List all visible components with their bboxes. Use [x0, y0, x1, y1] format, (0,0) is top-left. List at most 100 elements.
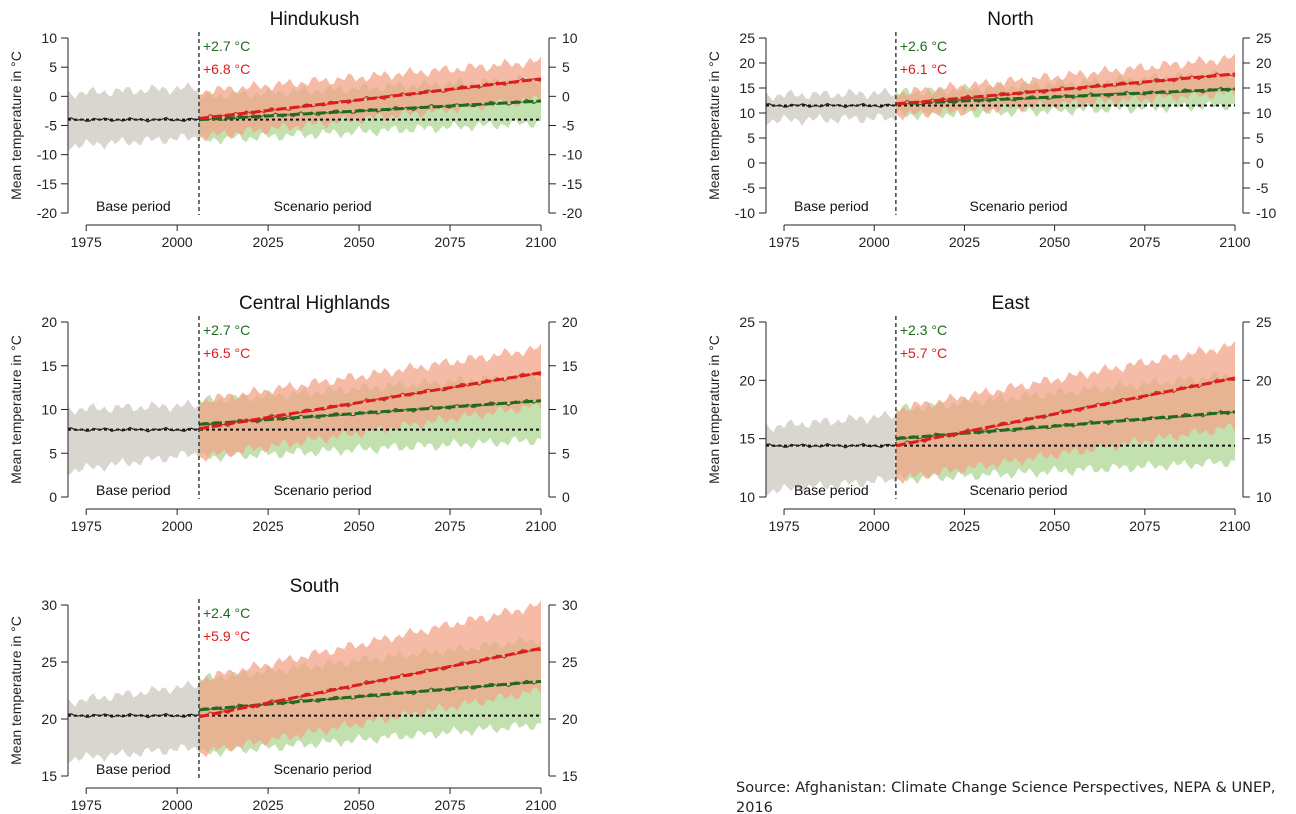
rcp85-warming-label: +6.8 °C [203, 61, 250, 77]
y-tick-label-left: 10 [41, 30, 57, 46]
y-tick-label-right: 20 [1256, 55, 1272, 71]
y-tick-label-right: 20 [562, 711, 578, 727]
base-period-series [765, 102, 897, 109]
y-tick-label-left: 10 [739, 105, 755, 121]
y-tick-label-right: 15 [1256, 431, 1272, 447]
rcp85-warming-label: +5.9 °C [203, 628, 250, 644]
y-tick-label-left: 15 [739, 431, 755, 447]
x-tick-label: 2025 [949, 518, 980, 534]
x-tick-label: 2100 [1219, 234, 1250, 250]
y-tick-label-left: 20 [41, 314, 57, 330]
x-tick-label: 1975 [71, 797, 102, 813]
x-tick-label: 2050 [1039, 518, 1070, 534]
y-tick-label-right: -15 [562, 176, 582, 192]
rcp45-trend-line [895, 87, 1236, 106]
x-tick-label: 2100 [525, 797, 556, 813]
y-axis-label: Mean temperature in °C [706, 51, 722, 200]
y-tick-label-right: 10 [1256, 489, 1272, 505]
x-tick-label: 2025 [253, 518, 284, 534]
x-tick-label: 2075 [1129, 518, 1160, 534]
rcp85-warming-label: +6.1 °C [900, 61, 947, 77]
y-tick-label-right: -20 [562, 205, 582, 221]
x-tick-label: 2075 [434, 234, 465, 250]
chart-title: East [991, 293, 1030, 314]
y-tick-label-left: 25 [41, 654, 57, 670]
x-tick-label: 1975 [71, 518, 102, 534]
x-tick-label: 2000 [162, 797, 193, 813]
x-tick-label: 2000 [162, 518, 193, 534]
chart-panel-hindukush: -20 -20 -15 -15 -10 -10 -5 -5 0 0 5 5 10 10 1975 2000 20… [8, 9, 582, 250]
y-tick-label-right: 25 [562, 654, 578, 670]
y-tick-label-right: 30 [562, 597, 578, 613]
x-tick-label: 2025 [949, 234, 980, 250]
base-period-band [766, 410, 896, 497]
base-period-label: Base period [96, 198, 171, 214]
x-tick-label: 2050 [343, 518, 374, 534]
y-tick-label-left: 25 [739, 30, 755, 46]
x-tick-label: 2000 [859, 518, 890, 534]
rcp45-warming-label: +2.3 °C [900, 322, 947, 338]
y-tick-label-left: -10 [37, 147, 57, 163]
y-tick-label-right: 20 [1256, 372, 1272, 388]
y-tick-label-right: -10 [562, 147, 582, 163]
y-tick-label-right: 10 [1256, 105, 1272, 121]
rcp85-warming-label: +5.7 °C [900, 345, 947, 361]
scenario-period-label: Scenario period [274, 761, 372, 777]
y-tick-label-left: -20 [37, 205, 57, 221]
base-period-label: Base period [96, 761, 171, 777]
y-tick-label-right: 25 [1256, 314, 1272, 330]
x-tick-label: 2100 [1219, 518, 1250, 534]
rcp85-range-band [199, 600, 541, 758]
x-tick-label: 1975 [71, 234, 102, 250]
base-period-band [766, 87, 896, 126]
rcp45-warming-label: +2.4 °C [203, 605, 250, 621]
base-period-label: Base period [794, 482, 869, 498]
base-period-label: Base period [794, 198, 869, 214]
y-tick-label-right: 15 [562, 768, 578, 784]
rcp85-warming-label: +6.5 °C [203, 345, 250, 361]
x-tick-label: 2100 [525, 234, 556, 250]
y-tick-label-left: 5 [49, 59, 57, 75]
y-tick-label-left: -5 [743, 180, 756, 196]
x-tick-label: 1975 [768, 234, 799, 250]
base-period-series [67, 426, 200, 433]
source-note: Source: Afghanistan: Climate Change Scie… [736, 780, 1276, 814]
y-tick-label-right: 10 [562, 30, 578, 46]
y-tick-label-right: 15 [562, 358, 578, 374]
y-tick-label-right: 0 [1256, 155, 1264, 171]
y-tick-label-right: 5 [562, 59, 570, 75]
rcp45-annual-series [198, 398, 542, 427]
chart-panel-central-highlands: 0 0 5 5 10 10 15 15 20 20 1975 2000 2025 2050 2075 2100… [8, 293, 578, 534]
x-tick-label: 2050 [343, 797, 374, 813]
y-tick-label-left: -5 [45, 118, 58, 134]
base-period-band [68, 82, 199, 151]
x-tick-label: 2000 [859, 234, 890, 250]
y-tick-label-left: 5 [49, 445, 57, 461]
x-tick-label: 2075 [1129, 234, 1160, 250]
y-tick-label-right: -5 [1256, 180, 1269, 196]
y-tick-label-left: 15 [739, 80, 755, 96]
x-tick-label: 2075 [434, 518, 465, 534]
y-tick-label-left: 20 [41, 711, 57, 727]
y-axis-label: Mean temperature in °C [8, 335, 24, 484]
y-tick-label-left: 25 [739, 314, 755, 330]
y-tick-label-left: 15 [41, 358, 57, 374]
y-tick-label-left: -15 [37, 176, 57, 192]
y-tick-label-right: 5 [562, 445, 570, 461]
rcp45-warming-label: +2.6 °C [900, 38, 947, 54]
scenario-period-label: Scenario period [970, 482, 1068, 498]
rcp45-warming-label: +2.7 °C [203, 38, 250, 54]
x-tick-label: 1975 [768, 518, 799, 534]
rcp45-trend-line [198, 99, 542, 122]
y-tick-label-left: 0 [49, 88, 57, 104]
rcp45-annual-series [198, 98, 542, 123]
y-tick-label-left: 20 [739, 372, 755, 388]
y-tick-label-right: 10 [562, 402, 578, 418]
y-tick-label-left: 0 [49, 489, 57, 505]
y-axis-label: Mean temperature in °C [706, 335, 722, 484]
scenario-period-label: Scenario period [274, 198, 372, 214]
